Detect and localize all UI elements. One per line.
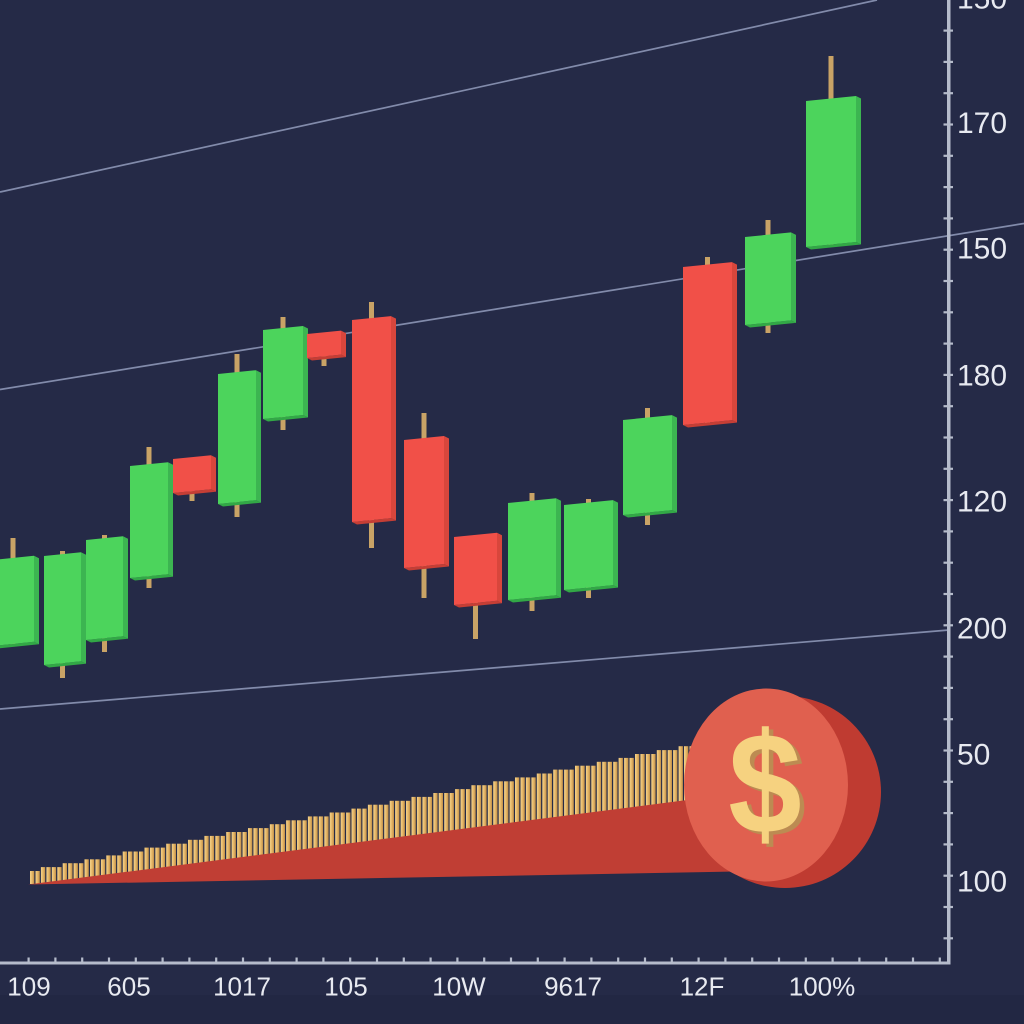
svg-text:105: 105 [324, 972, 367, 1002]
svg-text:12F: 12F [680, 972, 725, 1002]
svg-text:100: 100 [957, 866, 1007, 899]
svg-text:170: 170 [957, 107, 1007, 140]
svg-text:10W: 10W [432, 972, 486, 1002]
svg-text:180: 180 [957, 360, 1007, 393]
svg-text:605: 605 [107, 972, 150, 1002]
svg-text:$: $ [728, 704, 801, 864]
svg-text:1017: 1017 [213, 972, 271, 1002]
svg-text:9617: 9617 [544, 972, 602, 1002]
svg-text:150: 150 [957, 0, 1007, 16]
svg-text:109: 109 [7, 972, 50, 1002]
svg-text:50: 50 [957, 739, 990, 772]
svg-text:200: 200 [957, 613, 1007, 646]
svg-text:100%: 100% [789, 972, 856, 1002]
svg-text:120: 120 [957, 486, 1007, 519]
svg-text:$: $ [733, 707, 806, 867]
svg-text:150: 150 [957, 233, 1007, 266]
